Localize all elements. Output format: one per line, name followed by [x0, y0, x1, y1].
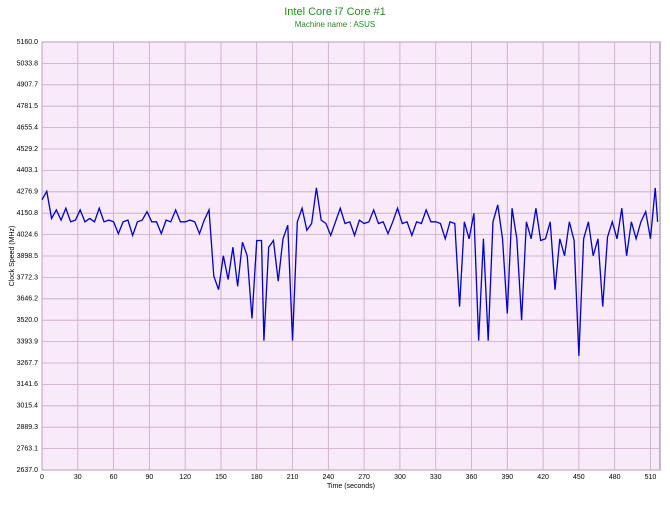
x-tick-label: 510	[645, 474, 657, 481]
y-tick-label: 3141.6	[17, 381, 39, 388]
x-tick-label: 240	[322, 474, 334, 481]
y-tick-label: 5160.0	[17, 39, 39, 46]
data-line	[41, 187, 659, 356]
x-tick-label: 360	[466, 474, 478, 481]
y-axis-label: Clock Speed (MHz)	[9, 226, 16, 287]
x-axis-label: Time (seconds)	[327, 483, 375, 490]
y-tick-label: 3520.0	[17, 317, 39, 324]
x-tick-label: 90	[145, 474, 153, 481]
x-tick-label: 480	[609, 474, 621, 481]
x-tick-label: 0	[40, 474, 44, 481]
x-tick-label: 150	[215, 474, 227, 481]
y-tick-label: 4529.2	[17, 146, 39, 153]
x-tick-label: 270	[358, 474, 370, 481]
y-tick-label: 4655.4	[17, 124, 39, 131]
x-tick-label: 30	[74, 474, 82, 481]
y-tick-label: 4403.1	[17, 167, 39, 174]
y-tick-label: 3772.3	[17, 274, 39, 281]
x-tick-label: 210	[287, 474, 299, 481]
x-tick-label: 120	[179, 474, 191, 481]
y-tick-label: 3393.9	[17, 338, 39, 345]
y-tick-label: 2763.1	[17, 445, 39, 452]
y-tick-label: 2889.3	[17, 424, 39, 431]
y-tick-label: 2637.0	[17, 467, 39, 474]
y-tick-label: 4150.8	[17, 210, 39, 217]
y-tick-label: 3646.2	[17, 296, 39, 303]
y-tick-label: 4276.9	[17, 189, 39, 196]
y-tick-label: 3898.5	[17, 253, 39, 260]
x-tick-label: 60	[110, 474, 118, 481]
x-tick-label: 330	[430, 474, 442, 481]
x-tick-label: 180	[251, 474, 263, 481]
chart-title: Intel Core i7 Core #1	[284, 6, 386, 18]
y-tick-label: 4024.6	[17, 231, 39, 238]
y-tick-label: 3267.7	[17, 360, 39, 367]
chart-subtitle: Machine name : ASUS	[295, 20, 375, 29]
y-tick-label: 3015.4	[17, 403, 39, 410]
x-tick-label: 420	[537, 474, 549, 481]
y-tick-label: 4907.7	[17, 82, 39, 89]
x-tick-label: 300	[394, 474, 406, 481]
x-tick-label: 450	[573, 474, 585, 481]
x-tick-label: 390	[501, 474, 513, 481]
y-tick-label: 4781.5	[17, 103, 39, 110]
y-tick-label: 5033.8	[17, 60, 39, 67]
